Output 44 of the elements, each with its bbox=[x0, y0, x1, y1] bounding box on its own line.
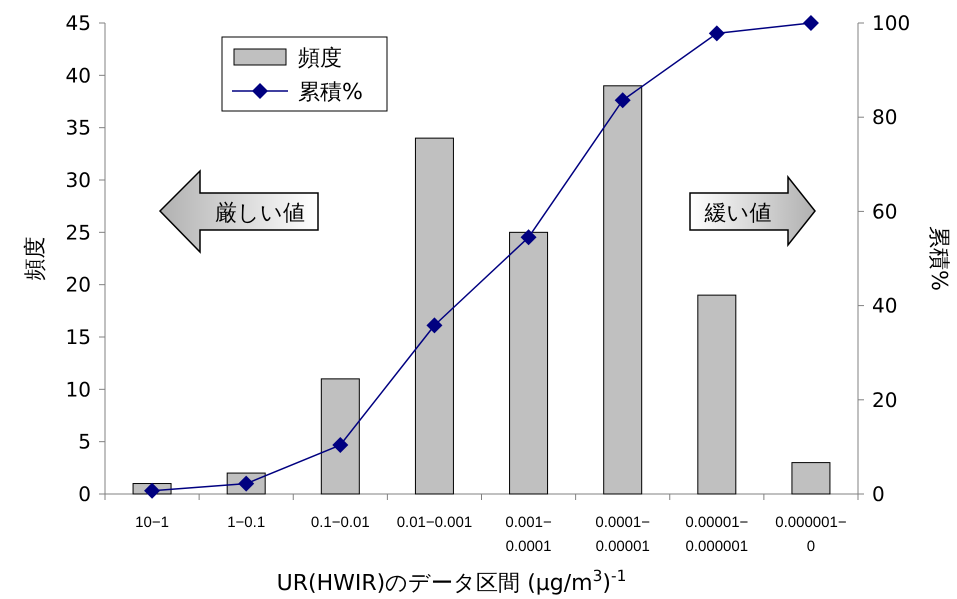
y2-tick-label: 0 bbox=[872, 482, 885, 506]
bar bbox=[509, 232, 548, 494]
x-tick-label: 0.0001−0.00001 bbox=[595, 514, 650, 555]
y-tick-label: 20 bbox=[66, 272, 91, 297]
y-tick-label: 40 bbox=[66, 63, 91, 88]
x-tick-label: 0.000001−0 bbox=[775, 514, 847, 555]
y2-tick-label: 40 bbox=[872, 294, 898, 318]
bar bbox=[697, 294, 736, 494]
annotation: 緩い値 bbox=[704, 201, 772, 226]
annotation: 厳しい値 bbox=[215, 201, 305, 226]
x-tick-label: 0.001−0.0001 bbox=[505, 514, 552, 555]
x-tick-label: 10−1 bbox=[135, 514, 169, 531]
y-tick-label: 45 bbox=[66, 11, 91, 35]
y2-tick-label: 20 bbox=[872, 388, 898, 412]
y-tick-label: 25 bbox=[66, 220, 91, 244]
y-axis-title: 頻度 bbox=[23, 236, 48, 280]
bar bbox=[603, 85, 642, 494]
x-axis-title: UR(HWIR)のデータ区間 (μg/m$^{3}$)$^{-1}$ bbox=[276, 567, 626, 596]
y-tick-label: 15 bbox=[66, 325, 91, 349]
y2-tick-label: 60 bbox=[872, 199, 898, 224]
x-tick-label: 0.01−0.001 bbox=[396, 514, 472, 531]
x-tick-label: 0.1−0.01 bbox=[310, 514, 370, 531]
point bbox=[520, 229, 537, 246]
point bbox=[426, 317, 442, 334]
y-tick-label: 35 bbox=[66, 116, 91, 140]
x-tick-label: 0.00001−0.000001 bbox=[685, 514, 749, 555]
point bbox=[708, 25, 725, 42]
y2-tick-label: 80 bbox=[872, 105, 898, 130]
y-tick-label: 10 bbox=[66, 377, 91, 402]
point bbox=[332, 437, 348, 454]
legend-label: 頻度 bbox=[298, 46, 342, 71]
bar bbox=[320, 378, 360, 494]
point bbox=[802, 15, 819, 31]
y2-axis-title: 累積% bbox=[926, 226, 951, 291]
point bbox=[614, 92, 631, 108]
point bbox=[144, 482, 160, 499]
bar bbox=[414, 138, 454, 494]
y2-tick-label: 100 bbox=[872, 11, 910, 35]
x-tick-label: 1−0.1 bbox=[227, 514, 266, 531]
legend-label: 累積% bbox=[298, 80, 363, 105]
bar bbox=[791, 462, 830, 494]
y-tick-label: 5 bbox=[78, 430, 91, 454]
y-tick-label: 0 bbox=[78, 482, 91, 506]
y-tick-label: 30 bbox=[66, 168, 91, 192]
